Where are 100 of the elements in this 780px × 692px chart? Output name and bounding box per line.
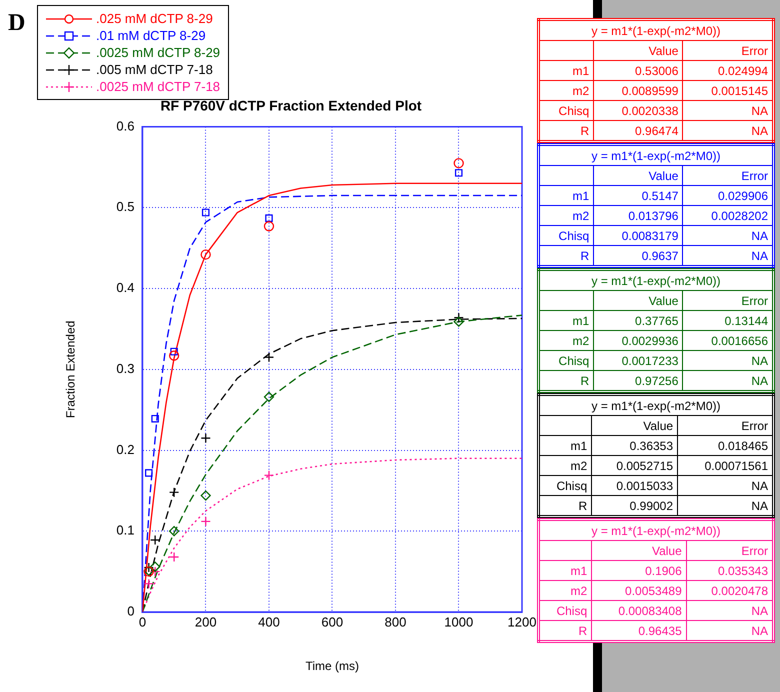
text: 0.0016656	[682, 330, 774, 350]
text: m2	[538, 206, 594, 226]
point	[264, 221, 274, 232]
text: Chisq	[538, 350, 594, 370]
legend-label: .0025 mM dCTP 7-18	[96, 79, 220, 94]
text: m1	[538, 560, 592, 580]
text: 0.53006	[594, 60, 683, 80]
text: 0.0053489	[592, 580, 686, 600]
point	[169, 487, 180, 498]
text: Error	[686, 540, 774, 560]
text: 0.9637	[594, 246, 683, 266]
x-tick-label: 400	[258, 614, 280, 630]
x-tick-label: 600	[321, 614, 344, 630]
text: 0.035343	[686, 560, 774, 580]
point	[202, 208, 210, 216]
y-tick-label: 0.3	[116, 360, 134, 376]
chart-title: RF P760V dCTP Fraction Extended Plot	[160, 97, 422, 114]
x-tick-label: 1000	[444, 614, 474, 630]
text: 0.0029936	[594, 330, 683, 350]
text: 0.0020478	[686, 580, 774, 600]
point	[264, 470, 274, 480]
text: 0.00083408	[592, 600, 686, 620]
text: 0.96435	[592, 620, 686, 642]
text: R	[538, 120, 594, 142]
point	[200, 249, 211, 260]
text: 0.0020338	[594, 100, 683, 120]
y-tick-label: 0.1	[116, 522, 134, 538]
point	[265, 214, 273, 222]
text: 0.018465	[678, 436, 774, 456]
x-tick-label: 0	[138, 614, 146, 630]
text: Value	[594, 290, 683, 310]
text: 0.99002	[592, 496, 678, 516]
text: 0.36353	[592, 436, 678, 456]
text: 0.5147	[594, 186, 683, 206]
point	[454, 169, 463, 177]
text: Error	[682, 40, 774, 60]
text: D	[8, 10, 26, 37]
text: m1	[538, 310, 594, 330]
text: y = m1*(1-exp(-m2*M0))	[538, 20, 774, 40]
text: 0.96474	[594, 120, 683, 142]
legend-label: .0025 mM dCTP 8-29	[96, 45, 220, 60]
point	[150, 566, 160, 577]
text: NA	[682, 350, 774, 370]
text: 0.37765	[594, 310, 683, 330]
x-tick-label: 1200	[508, 614, 536, 630]
text: Error	[682, 290, 774, 310]
point	[150, 562, 160, 572]
x-axis-title: Time (ms)	[305, 659, 360, 674]
x-tick-label: 200	[194, 614, 217, 630]
text: m2	[538, 456, 592, 476]
text: R	[538, 246, 594, 266]
text: m2	[538, 580, 592, 600]
text: 0.0017233	[594, 350, 683, 370]
point	[200, 433, 211, 444]
text: NA	[682, 246, 774, 266]
point	[169, 552, 180, 562]
text: Value	[594, 166, 683, 186]
text: Chisq	[538, 226, 594, 246]
text: Chisq	[538, 476, 592, 496]
point	[169, 526, 180, 536]
y-tick-label: 0.5	[116, 199, 134, 214]
text: y = m1*(1-exp(-m2*M0))	[538, 394, 774, 416]
point	[454, 312, 464, 323]
text: 0.00071561	[678, 456, 774, 476]
text: 0.97256	[594, 370, 683, 392]
legend-label: .01 mM dCTP 8-29	[96, 28, 206, 43]
y-tick-label: 0.4	[116, 280, 134, 296]
text: Error	[682, 166, 774, 186]
text: NA	[686, 620, 774, 642]
y-tick-label: 0.6	[116, 118, 134, 134]
text: 0.0028202	[682, 206, 774, 226]
text: NA	[682, 120, 774, 142]
text: 0.029906	[682, 186, 774, 206]
point	[151, 414, 159, 423]
text: R	[538, 370, 594, 392]
point	[144, 562, 154, 573]
text: 0.1906	[592, 560, 686, 580]
point	[144, 578, 154, 589]
text: 0.024994	[682, 60, 774, 80]
y-tick-label: 0	[127, 604, 134, 619]
text: m1	[538, 436, 592, 456]
text: m1	[538, 60, 594, 80]
text: Value	[594, 40, 683, 60]
y-tick-label: 0.2	[116, 442, 134, 457]
text: NA	[682, 370, 774, 392]
text: Chisq	[538, 600, 592, 620]
legend-label: .005 mM dCTP 7-18	[96, 62, 213, 77]
text: R	[538, 620, 592, 642]
text: NA	[678, 496, 774, 516]
point	[200, 516, 211, 527]
text: Value	[592, 540, 686, 560]
text: 0.13144	[682, 310, 774, 330]
text: NA	[686, 600, 774, 620]
text: 0.0083179	[594, 226, 683, 246]
text: m2	[538, 80, 594, 100]
point	[200, 490, 211, 501]
text: Value	[592, 416, 678, 436]
text: 0.0015033	[592, 476, 678, 496]
text: Error	[678, 416, 774, 436]
point	[150, 534, 160, 546]
